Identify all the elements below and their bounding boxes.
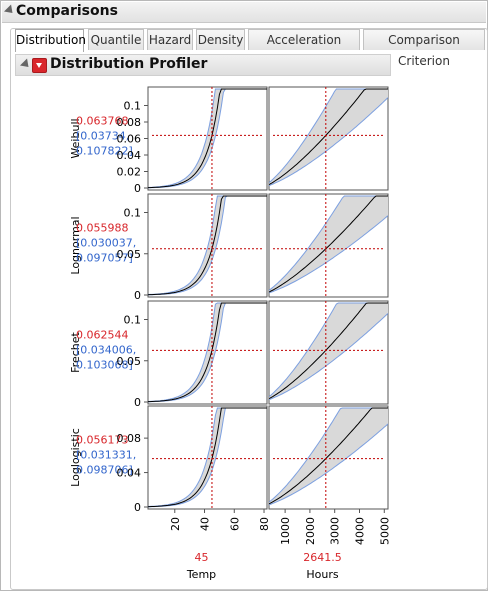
confidence-band <box>269 303 388 400</box>
ci-upper-value: 0.103068] <box>76 359 133 372</box>
x-tick-label: 3000 <box>329 517 342 545</box>
lower-bound-line <box>269 423 388 506</box>
row-label-weibull: Weibull <box>69 118 82 158</box>
y-tick-label: 0.08 <box>117 432 142 445</box>
confidence-band <box>269 89 388 186</box>
prediction-curve <box>269 195 388 293</box>
ci-lower-value: [0.031331, <box>76 449 136 462</box>
profiler-cell[interactable] <box>147 193 268 298</box>
y-tick-label: 0.05 <box>117 355 142 368</box>
ci-upper-value: 0.098706] <box>76 464 133 477</box>
prediction-curve <box>269 407 388 505</box>
estimate-value: 0.055988 <box>76 222 129 235</box>
row-label-lognormal: Lognormal <box>69 216 82 274</box>
estimate-value: 0.056173 <box>76 434 129 447</box>
x-tick-label: 20 <box>169 517 182 531</box>
ci-lower-value: [0.03734, <box>76 130 129 143</box>
lower-bound-line <box>269 215 388 294</box>
x-tick-label: 80 <box>258 517 271 531</box>
prediction-curve <box>148 302 267 403</box>
factor-name: Temp <box>186 568 216 581</box>
ci-upper-value: 0.107822] <box>76 145 133 158</box>
y-tick-label: 0 <box>134 182 141 195</box>
prediction-curve <box>269 302 388 400</box>
y-tick-label: 0.04 <box>117 467 142 480</box>
y-tick-label: 0 <box>134 396 141 409</box>
row-label-loglogistic: Loglogistic <box>69 428 82 487</box>
upper-bound-line <box>269 407 388 503</box>
x-tick-label: 1000 <box>279 517 292 545</box>
tab-density[interactable]: Density <box>196 29 245 50</box>
y-tick-label: 0 <box>134 289 141 302</box>
y-tick-label: 0.1 <box>124 100 142 113</box>
y-tick-label: 0.1 <box>124 314 142 327</box>
x-tick-label: 5000 <box>378 517 391 545</box>
tab-comparison-criterion[interactable]: Comparison Criterion <box>363 29 485 68</box>
y-tick-label: 0.06 <box>117 133 142 146</box>
tab-distribution[interactable]: Distribution <box>15 29 86 52</box>
prediction-curve <box>148 407 267 508</box>
x-tick-label: 40 <box>199 517 212 531</box>
factor-current-value: 45 <box>195 551 209 564</box>
x-tick-label: 60 <box>228 517 241 531</box>
y-tick-label: 0.02 <box>117 166 142 179</box>
prediction-curve <box>148 88 267 189</box>
estimate-value: 0.063768 <box>76 115 129 128</box>
row-label-frechet: Frechet <box>69 331 82 372</box>
tab-quantile[interactable]: Quantile <box>88 29 144 50</box>
factor-current-value: 2641.5 <box>303 551 342 564</box>
tab-hazard[interactable]: Hazard <box>147 29 193 50</box>
red-triangle-menu-icon[interactable] <box>32 58 47 73</box>
confidence-band <box>148 303 267 402</box>
profiler-title: Distribution Profiler <box>50 56 208 72</box>
ci-lower-value: [0.030037, <box>76 237 136 250</box>
lower-bound-line <box>269 97 388 187</box>
upper-bound-line <box>269 195 388 291</box>
y-tick-label: 0 <box>134 501 141 514</box>
comparisons-title: Comparisons <box>16 3 118 19</box>
y-tick-label: 0.05 <box>117 248 142 261</box>
confidence-band <box>148 89 267 188</box>
prediction-curve <box>148 195 267 296</box>
x-tick-label: 2000 <box>304 517 317 545</box>
comparisons-header[interactable]: Comparisons <box>2 2 486 23</box>
lower-bound-line <box>269 313 388 401</box>
estimate-value: 0.062544 <box>76 329 129 342</box>
y-tick-label: 0.1 <box>124 207 142 220</box>
y-tick-label: 0.08 <box>117 116 142 129</box>
confidence-band <box>269 196 388 293</box>
ci-upper-value: 0.097057] <box>76 252 133 265</box>
x-tick-label: 4000 <box>353 517 366 545</box>
profiler-header: Distribution Profiler <box>15 54 391 76</box>
y-tick-label: 0.04 <box>117 149 142 162</box>
ci-lower-value: [0.034006, <box>76 344 136 357</box>
prediction-curve <box>269 88 388 186</box>
factor-name: Hours <box>306 568 338 581</box>
